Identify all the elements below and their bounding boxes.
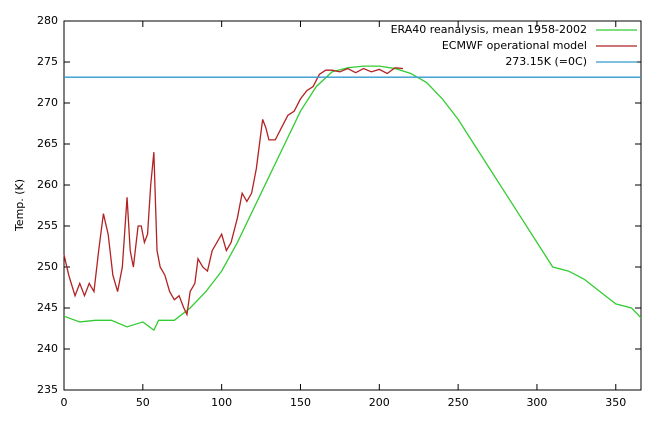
- line-series: [63, 67, 404, 317]
- y-tick-label: 240: [37, 342, 58, 355]
- plot-frame: [63, 20, 642, 391]
- y-axis-label: Temp. (K): [13, 179, 26, 232]
- x-tick-label: 50: [136, 396, 150, 409]
- x-tick-label: 0: [61, 396, 68, 409]
- y-tick-label: 270: [37, 96, 58, 109]
- y-tick-label: 275: [37, 55, 58, 68]
- legend-label: 273.15K (=0C): [505, 55, 587, 68]
- x-tick-label: 200: [369, 396, 390, 409]
- line-series: [63, 65, 642, 332]
- y-tick-label: 245: [37, 301, 58, 314]
- y-tick-label: 260: [37, 178, 58, 191]
- x-tick-label: 300: [526, 396, 547, 409]
- x-tick-label: 100: [211, 396, 232, 409]
- x-tick-label: 250: [448, 396, 469, 409]
- x-tick-label: 350: [605, 396, 626, 409]
- y-tick-label: 235: [37, 383, 58, 396]
- y-tick-label: 255: [37, 219, 58, 232]
- legend-label: ERA40 reanalysis, mean 1958-2002: [391, 23, 587, 36]
- y-tick-label: 250: [37, 260, 58, 273]
- legend-label: ECMWF operational model: [442, 39, 587, 52]
- x-tick-label: 150: [290, 396, 311, 409]
- y-tick-label: 265: [37, 137, 58, 150]
- y-tick-label: 280: [37, 14, 58, 27]
